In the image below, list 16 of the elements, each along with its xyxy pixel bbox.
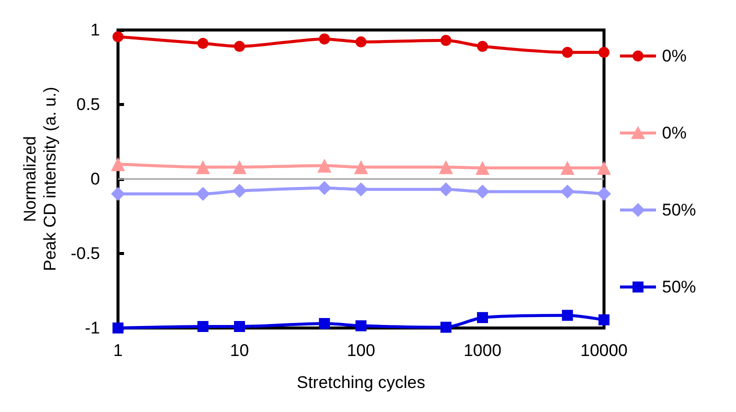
y-axis-title: Normalized Peak CD intensity (a. u.) bbox=[20, 86, 60, 272]
legend-label: 50% bbox=[662, 200, 696, 220]
legend-label: 50% bbox=[662, 278, 696, 296]
x-tick-label: 1000 bbox=[464, 341, 502, 360]
y-tick-label: 0.5 bbox=[76, 95, 100, 114]
x-tick-label: 10 bbox=[230, 341, 249, 360]
y-tick-label: -0.5 bbox=[70, 244, 100, 263]
legend-label: 0% bbox=[662, 46, 687, 66]
y-tick-label: 1 bbox=[90, 20, 100, 40]
legend-label: 0% bbox=[662, 124, 687, 142]
x-tick-label: 100 bbox=[346, 341, 376, 360]
x-tick-label: 1 bbox=[113, 341, 123, 360]
y-tick-label: 0 bbox=[90, 170, 100, 188]
x-tick-label: 10000 bbox=[580, 341, 628, 360]
y-tick-label: -1 bbox=[84, 318, 100, 338]
x-axis-title: Stretching cycles bbox=[296, 373, 426, 392]
